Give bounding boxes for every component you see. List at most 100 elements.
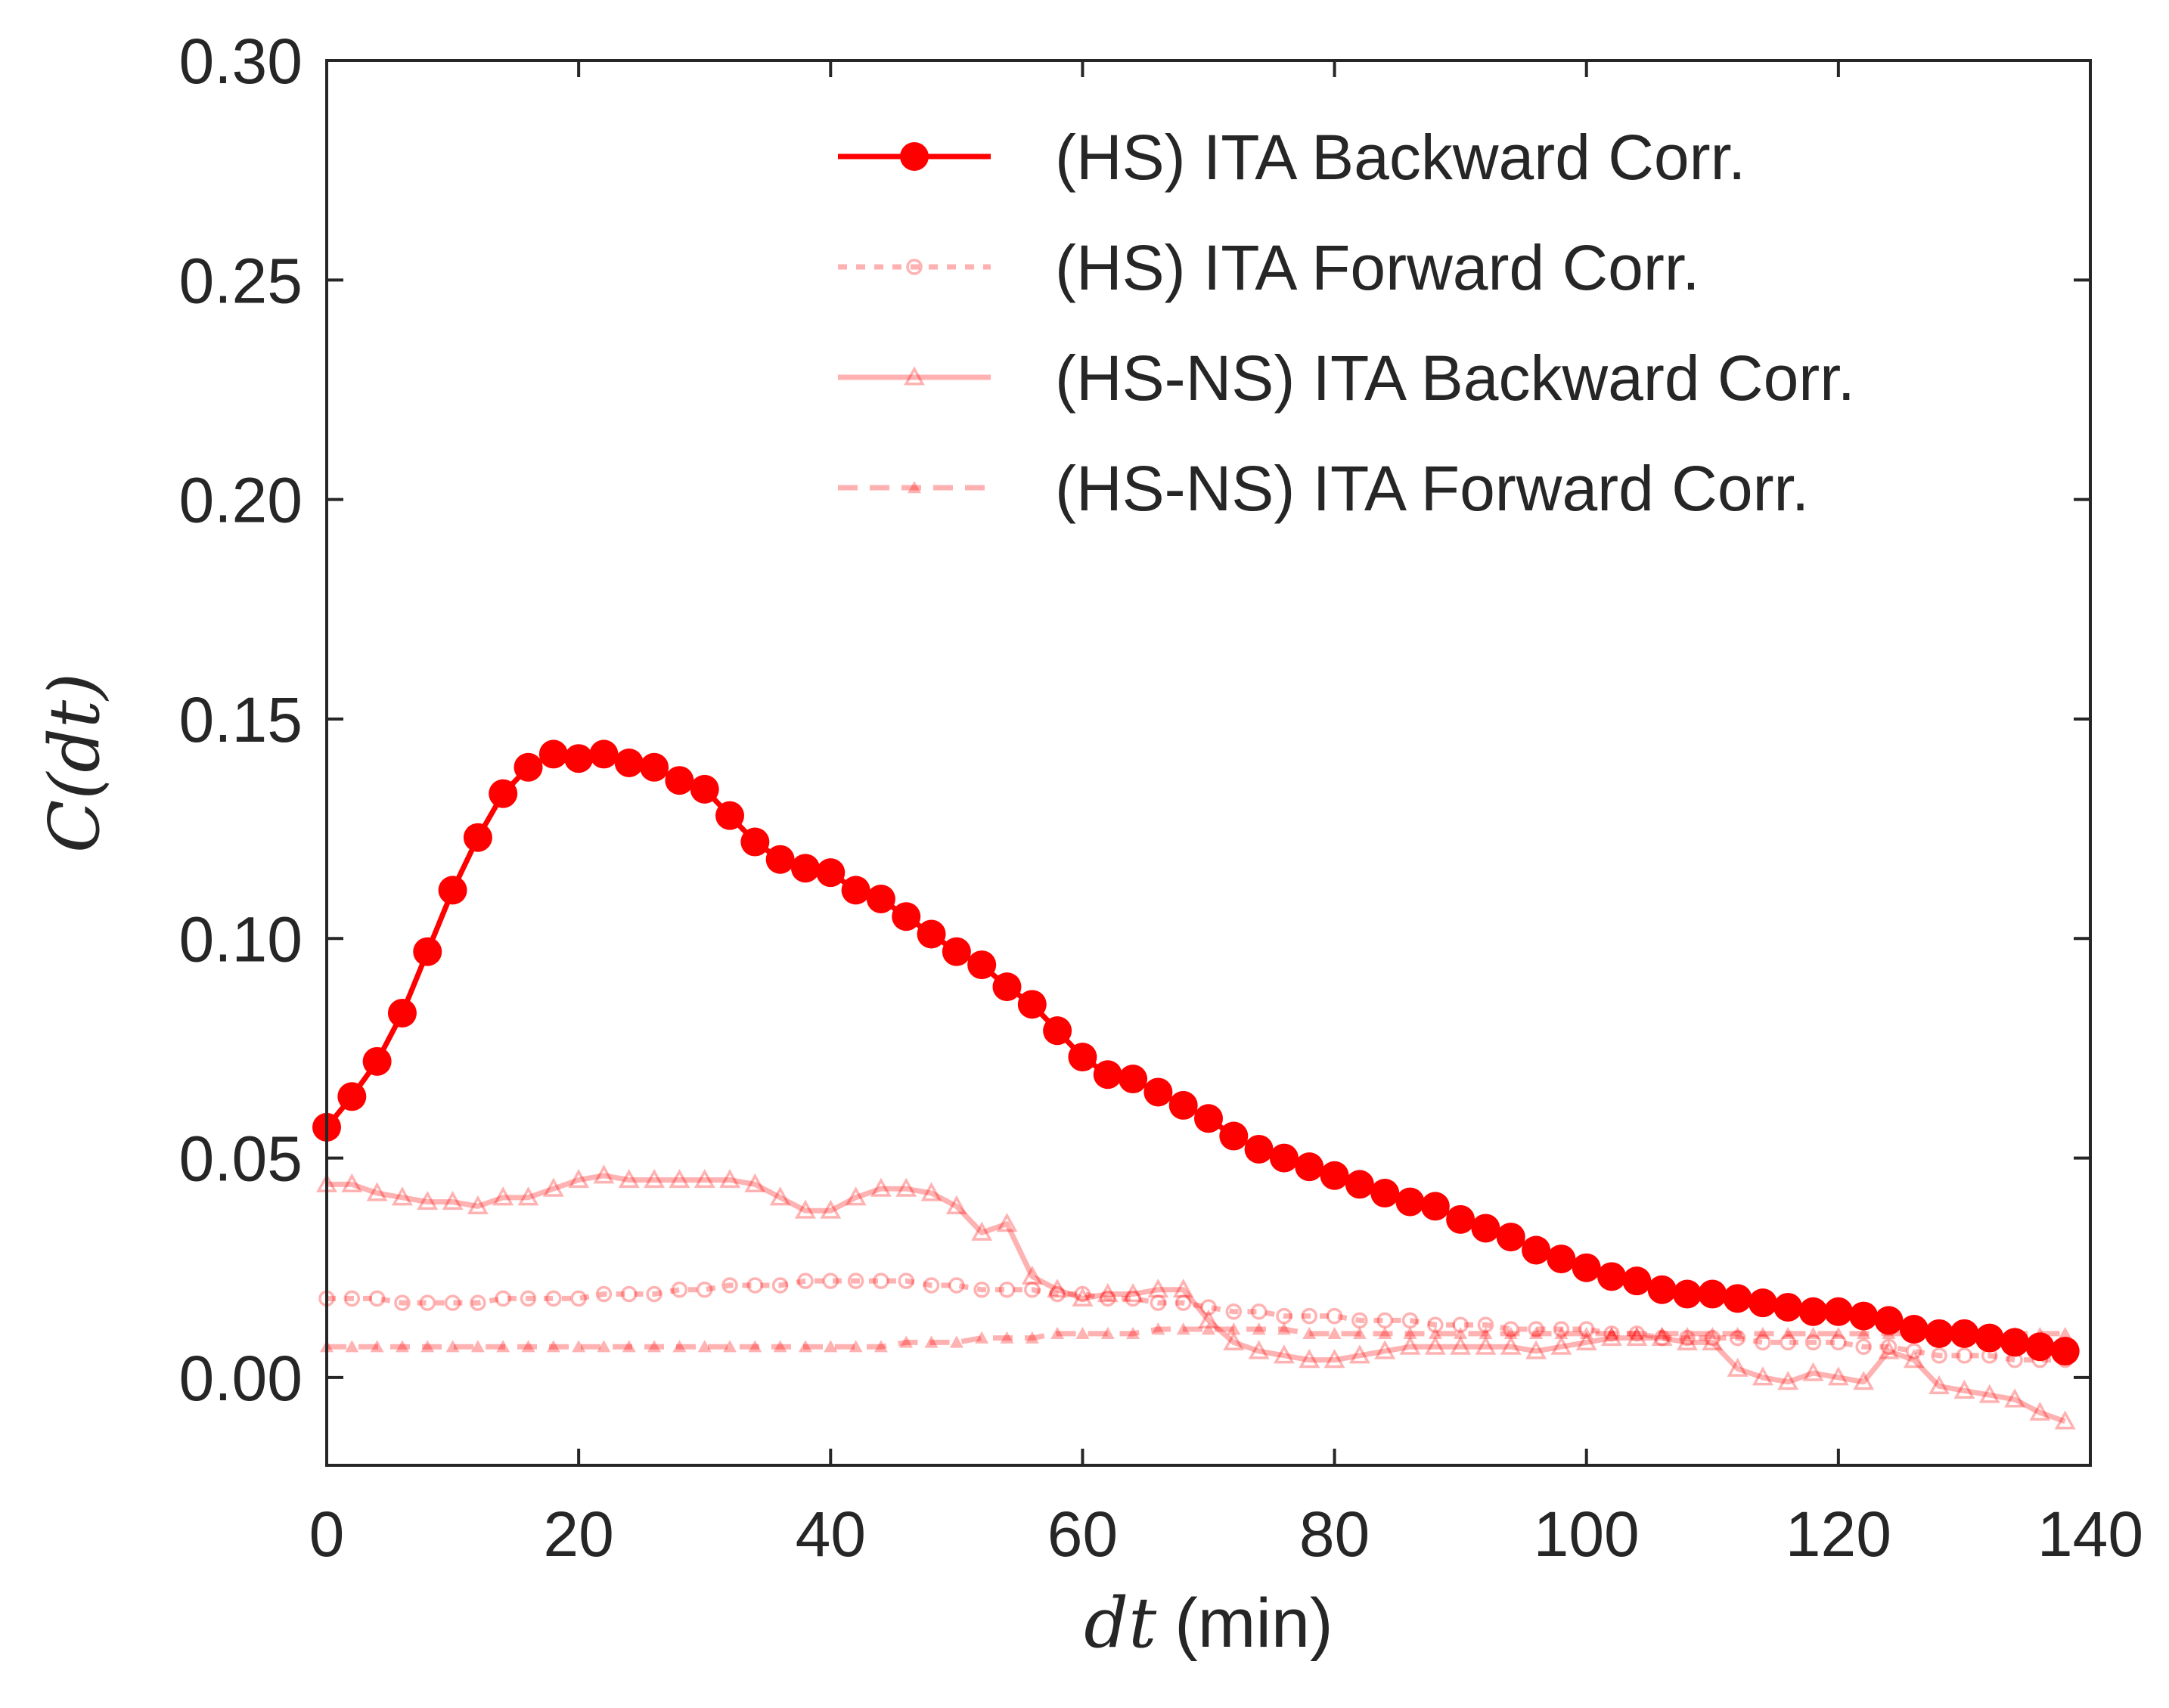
- legend-entry: (HS-NS) ITA Backward Corr.: [838, 343, 1855, 414]
- data-point: [697, 1340, 712, 1353]
- data-point: [1450, 1335, 1472, 1355]
- data-point: [2004, 1388, 2026, 1408]
- data-point: [1202, 1322, 1215, 1335]
- data-point: [1025, 1331, 1039, 1344]
- data-point: [368, 1290, 386, 1307]
- data-point: [442, 1191, 464, 1210]
- data-point: [420, 1340, 435, 1353]
- data-point: [1446, 1204, 1475, 1234]
- x-tick-label: 80: [1299, 1499, 1370, 1570]
- data-point: [1550, 1335, 1572, 1355]
- data-point: [589, 739, 619, 769]
- data-point: [644, 1168, 666, 1189]
- data-point: [489, 779, 518, 808]
- legend-label: (HS) ITA Backward Corr.: [1055, 122, 1745, 193]
- legend-marker: [906, 259, 923, 275]
- plot-frame: [325, 59, 2092, 1467]
- data-point: [1878, 1340, 1900, 1359]
- series-2: [316, 1164, 2076, 1430]
- legend-label: (HS-NS) ITA Backward Corr.: [1055, 343, 1855, 414]
- data-point: [593, 1164, 615, 1184]
- data-point: [1956, 1347, 1973, 1364]
- data-point: [816, 858, 846, 888]
- data-point: [572, 1340, 586, 1353]
- data-point: [1777, 1371, 1799, 1390]
- data-point: [1043, 1016, 1072, 1046]
- data-point: [2000, 1328, 2030, 1357]
- data-point: [1119, 1065, 1148, 1094]
- data-point: [1831, 1326, 1845, 1340]
- data-point: [1781, 1326, 1795, 1340]
- data-point: [1427, 1316, 1444, 1333]
- data-point: [618, 1168, 640, 1189]
- data-point: [1752, 1366, 1773, 1386]
- data-point: [1172, 1279, 1194, 1298]
- data-point: [1100, 1326, 1115, 1340]
- data-point: [845, 1186, 867, 1206]
- data-point: [1452, 1316, 1469, 1333]
- data-point: [1705, 1326, 1720, 1340]
- x-tick-label: 0: [309, 1499, 345, 1570]
- data-point: [847, 1272, 864, 1289]
- legend-label: (HS) ITA Forward Corr.: [1055, 232, 1700, 303]
- data-point: [413, 937, 442, 966]
- series-line: [324, 751, 2066, 1354]
- data-point: [1376, 1312, 1393, 1329]
- data-point: [1122, 1282, 1144, 1303]
- data-point: [370, 1340, 384, 1353]
- data-point: [1047, 1279, 1069, 1298]
- data-point: [1572, 1253, 1601, 1282]
- data-point: [1698, 1279, 1727, 1309]
- data-point: [495, 1290, 511, 1307]
- data-point: [1702, 1331, 1724, 1350]
- data-point: [1679, 1329, 1696, 1347]
- data-point: [597, 1340, 611, 1353]
- data-point: [1798, 1297, 1828, 1326]
- data-point: [1554, 1326, 1569, 1340]
- legend-entry: (HS-NS) ITA Forward Corr.: [838, 453, 1809, 524]
- data-point: [520, 1290, 537, 1307]
- data-point: [771, 1277, 789, 1294]
- data-point: [1579, 1326, 1593, 1340]
- data-point: [975, 1331, 989, 1344]
- data-point: [395, 1340, 409, 1353]
- data-point: [1395, 1187, 1425, 1217]
- data-point: [723, 1340, 737, 1353]
- data-point: [1953, 1379, 1975, 1399]
- data-point: [341, 1173, 363, 1192]
- data-point: [746, 1277, 764, 1294]
- series-1: [318, 1272, 2074, 1369]
- data-point: [744, 1173, 766, 1192]
- data-point: [690, 774, 719, 804]
- data-point: [798, 1340, 812, 1353]
- data-point: [740, 827, 770, 857]
- data-point: [1021, 1265, 1043, 1285]
- data-point: [470, 1340, 485, 1353]
- data-point: [622, 1340, 636, 1353]
- data-point: [1727, 1357, 1749, 1377]
- data-point: [1978, 1384, 2000, 1403]
- data-point: [568, 1168, 590, 1189]
- data-point: [2054, 1410, 2076, 1430]
- data-point: [1403, 1326, 1417, 1340]
- data-point: [942, 937, 971, 966]
- data-point: [1529, 1326, 1544, 1340]
- data-point: [1093, 1060, 1122, 1090]
- data-point: [794, 1199, 816, 1219]
- data-point: [769, 1186, 791, 1206]
- data-point: [924, 1335, 939, 1348]
- data-point: [898, 1272, 914, 1289]
- data-point: [1352, 1326, 1367, 1340]
- data-point: [1168, 1090, 1198, 1120]
- data-point: [1378, 1326, 1392, 1340]
- data-point: [899, 1335, 914, 1348]
- data-point: [1899, 1315, 1929, 1344]
- data-point: [419, 1294, 436, 1311]
- series-layer: [312, 739, 2080, 1430]
- data-point: [1223, 1331, 1245, 1350]
- data-point: [538, 739, 568, 769]
- data-point: [790, 854, 820, 883]
- data-point: [967, 950, 997, 980]
- data-point: [1853, 1371, 1875, 1390]
- data-point: [923, 1277, 940, 1294]
